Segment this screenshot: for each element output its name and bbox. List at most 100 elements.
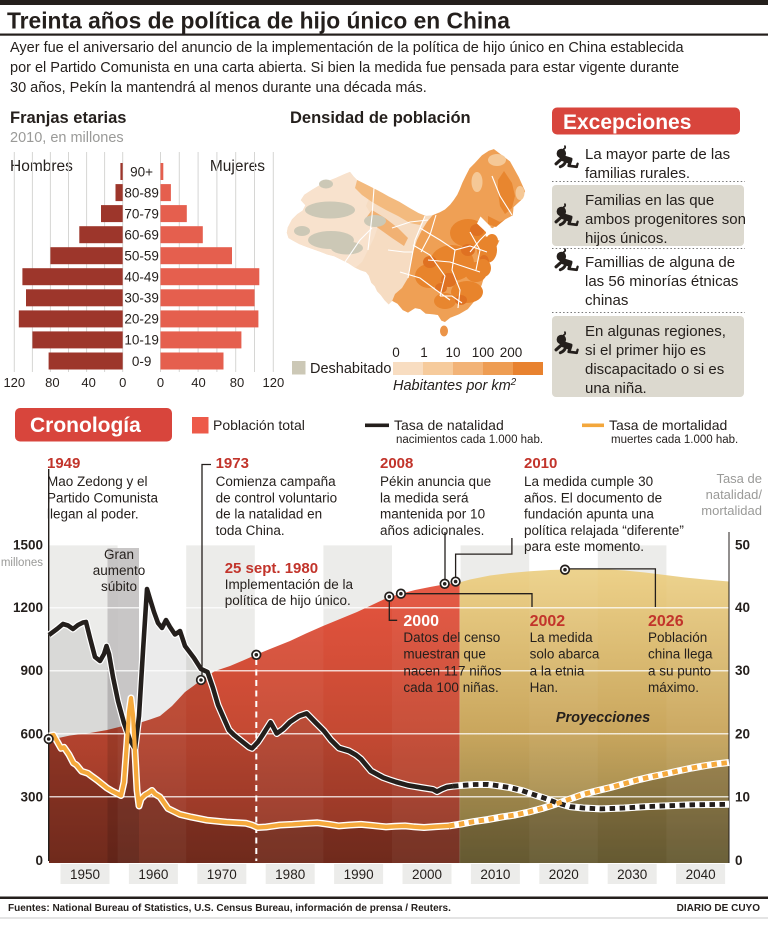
svg-text:En algunas regiones,: En algunas regiones, bbox=[585, 323, 726, 340]
svg-text:La mayor parte de las: La mayor parte de las bbox=[585, 146, 730, 163]
svg-text:120: 120 bbox=[3, 375, 25, 390]
svg-text:Ayer fue el aniversario del an: Ayer fue el aniversario del anuncio de l… bbox=[10, 40, 685, 56]
svg-text:1990: 1990 bbox=[344, 867, 374, 882]
svg-text:toda China.: toda China. bbox=[216, 523, 285, 538]
svg-text:mantenida por 10: mantenida por 10 bbox=[380, 507, 485, 522]
svg-text:Habitantes por km2: Habitantes por km2 bbox=[393, 377, 517, 395]
svg-text:2010: 2010 bbox=[524, 455, 557, 472]
svg-text:súbito: súbito bbox=[101, 579, 137, 594]
svg-text:300: 300 bbox=[20, 790, 43, 805]
svg-text:1980: 1980 bbox=[275, 867, 305, 882]
svg-text:50-59: 50-59 bbox=[124, 249, 159, 264]
svg-text:1960: 1960 bbox=[138, 867, 168, 882]
svg-text:2026: 2026 bbox=[648, 613, 684, 630]
svg-text:por el Partido Comunista en un: por el Partido Comunista en una carta ab… bbox=[10, 60, 679, 76]
svg-text:Excepciones: Excepciones bbox=[563, 111, 691, 134]
svg-text:900: 900 bbox=[20, 663, 43, 678]
svg-text:de la natalidad en: de la natalidad en bbox=[216, 507, 323, 522]
svg-text:millones: millones bbox=[1, 557, 43, 569]
svg-text:2030: 2030 bbox=[617, 867, 647, 882]
svg-text:1950: 1950 bbox=[70, 867, 100, 882]
svg-text:fundación apunta una: fundación apunta una bbox=[524, 507, 654, 522]
svg-text:0: 0 bbox=[119, 375, 126, 390]
svg-text:2000: 2000 bbox=[412, 867, 442, 882]
svg-text:80: 80 bbox=[45, 375, 59, 390]
svg-text:la medida será: la medida será bbox=[380, 490, 469, 505]
svg-text:40-49: 40-49 bbox=[124, 270, 159, 285]
svg-text:Treinta años de política de hi: Treinta años de política de hijo único e… bbox=[7, 8, 510, 34]
svg-text:años. El documento de: años. El documento de bbox=[524, 490, 662, 505]
svg-text:chinas: chinas bbox=[585, 292, 628, 309]
svg-text:2000: 2000 bbox=[403, 613, 439, 630]
svg-text:2020: 2020 bbox=[549, 867, 579, 882]
svg-text:Hombres: Hombres bbox=[10, 158, 73, 175]
svg-text:La medida: La medida bbox=[530, 630, 594, 645]
svg-text:Famillias de alguna de: Famillias de alguna de bbox=[585, 254, 735, 271]
svg-text:política de hijo único.: política de hijo único. bbox=[225, 593, 351, 608]
svg-text:nacimientos cada 1.000 hab.: nacimientos cada 1.000 hab. bbox=[396, 434, 543, 446]
svg-text:600: 600 bbox=[20, 727, 43, 742]
svg-text:1973: 1973 bbox=[216, 455, 249, 472]
svg-text:80-89: 80-89 bbox=[124, 185, 159, 200]
svg-text:2040: 2040 bbox=[686, 867, 716, 882]
svg-text:las 56 minorías étnicas: las 56 minorías étnicas bbox=[585, 273, 738, 290]
svg-text:ambos progenitores son: ambos progenitores son bbox=[585, 211, 746, 228]
svg-text:10-19: 10-19 bbox=[124, 333, 159, 348]
svg-text:20-29: 20-29 bbox=[124, 312, 159, 327]
svg-text:70-79: 70-79 bbox=[124, 206, 159, 221]
svg-text:120: 120 bbox=[263, 375, 285, 390]
svg-text:años adicionales.: años adicionales. bbox=[380, 523, 484, 538]
svg-text:40: 40 bbox=[81, 375, 95, 390]
svg-text:Datos del censo: Datos del censo bbox=[403, 630, 500, 645]
svg-text:100: 100 bbox=[472, 345, 495, 360]
svg-text:0: 0 bbox=[35, 853, 43, 868]
svg-text:0: 0 bbox=[392, 345, 400, 360]
svg-text:Franjas etarias: Franjas etarias bbox=[10, 109, 126, 127]
svg-text:cada 100 niñas.: cada 100 niñas. bbox=[403, 680, 498, 695]
svg-text:a la etnia: a la etnia bbox=[530, 663, 585, 678]
svg-text:Tasa de natalidad: Tasa de natalidad bbox=[394, 417, 504, 433]
svg-text:2008: 2008 bbox=[380, 455, 413, 472]
svg-text:muestran que: muestran que bbox=[403, 647, 486, 662]
svg-text:Gran: Gran bbox=[104, 547, 134, 562]
svg-text:si el primer hijo es: si el primer hijo es bbox=[585, 342, 706, 359]
svg-text:familias rurales.: familias rurales. bbox=[585, 165, 690, 182]
svg-text:para este momento.: para este momento. bbox=[524, 539, 644, 554]
svg-text:Implementación de la: Implementación de la bbox=[225, 577, 354, 592]
svg-text:Población total: Población total bbox=[213, 417, 305, 433]
svg-text:una niña.: una niña. bbox=[585, 380, 647, 397]
svg-text:2002: 2002 bbox=[530, 613, 566, 630]
svg-text:DIARIO DE CUYO: DIARIO DE CUYO bbox=[677, 903, 761, 914]
svg-text:Población: Población bbox=[648, 630, 707, 645]
svg-text:nacen 117 niños: nacen 117 niños bbox=[403, 663, 501, 678]
svg-text:Fuentes: National Bureau of St: Fuentes: National Bureau of Statistics, … bbox=[8, 903, 451, 914]
svg-text:muertes cada 1.000 hab.: muertes cada 1.000 hab. bbox=[611, 434, 738, 446]
svg-text:mortalidad: mortalidad bbox=[701, 503, 762, 518]
svg-text:Tasa de mortalidad: Tasa de mortalidad bbox=[609, 417, 727, 433]
svg-text:Tasa de: Tasa de bbox=[716, 471, 762, 486]
svg-text:10: 10 bbox=[445, 345, 460, 360]
svg-text:discapacitado o si es: discapacitado o si es bbox=[585, 361, 724, 378]
svg-text:Proyecciones: Proyecciones bbox=[556, 710, 650, 726]
svg-text:0: 0 bbox=[735, 853, 743, 868]
svg-text:aumento: aumento bbox=[93, 563, 146, 578]
svg-text:Mao Zedong y el: Mao Zedong y el bbox=[47, 474, 148, 489]
svg-text:2010, en millones: 2010, en millones bbox=[10, 130, 124, 146]
svg-text:20: 20 bbox=[735, 727, 750, 742]
svg-text:hijos únicos.: hijos únicos. bbox=[585, 230, 668, 247]
svg-text:50: 50 bbox=[735, 538, 750, 553]
svg-text:solo abarca: solo abarca bbox=[530, 647, 600, 662]
svg-text:Partido Comunista: Partido Comunista bbox=[47, 490, 159, 505]
svg-text:40: 40 bbox=[191, 375, 205, 390]
svg-text:1200: 1200 bbox=[13, 600, 43, 615]
svg-text:natalidad/: natalidad/ bbox=[706, 487, 763, 502]
svg-text:china llega: china llega bbox=[648, 647, 713, 662]
svg-text:30-39: 30-39 bbox=[124, 291, 159, 306]
svg-text:2010: 2010 bbox=[480, 867, 510, 882]
svg-text:0-9: 0-9 bbox=[132, 354, 152, 369]
svg-text:Familias en las que: Familias en las que bbox=[585, 192, 714, 209]
svg-text:Cronología: Cronología bbox=[30, 414, 141, 437]
svg-text:10: 10 bbox=[735, 790, 750, 805]
svg-text:30: 30 bbox=[735, 663, 750, 678]
svg-text:política relajada “diferente”: política relajada “diferente” bbox=[524, 523, 684, 538]
